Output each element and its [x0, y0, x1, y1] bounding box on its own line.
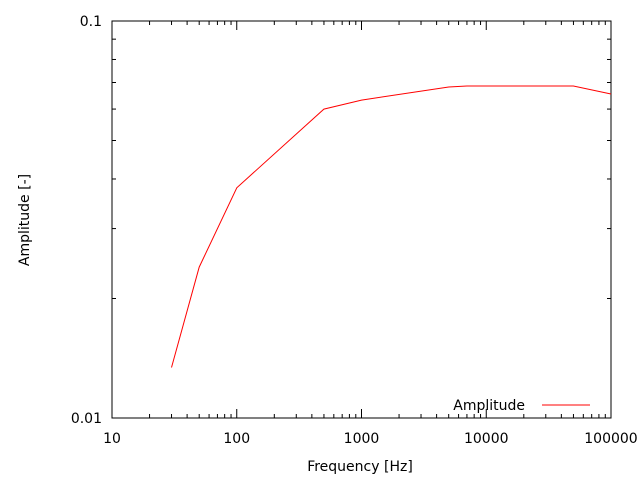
series-line-amplitude [171, 85, 612, 368]
x-tick-label: 100 [223, 431, 250, 447]
y-tick-label: 0.1 [80, 14, 102, 30]
x-tick-label: 10000 [464, 431, 509, 447]
x-tick-label: 10 [103, 431, 121, 447]
x-tick-label: 100000 [584, 431, 637, 447]
legend-label: Amplitude [453, 398, 525, 414]
plot-border [111, 20, 612, 419]
x-tick-label: 1000 [344, 431, 380, 447]
legend: Amplitude [453, 398, 590, 414]
x-axis-label: Frequency [Hz] [307, 459, 413, 475]
y-axis-label: Amplitude [-] [17, 174, 33, 266]
y-tick-label: 0.01 [71, 411, 102, 427]
